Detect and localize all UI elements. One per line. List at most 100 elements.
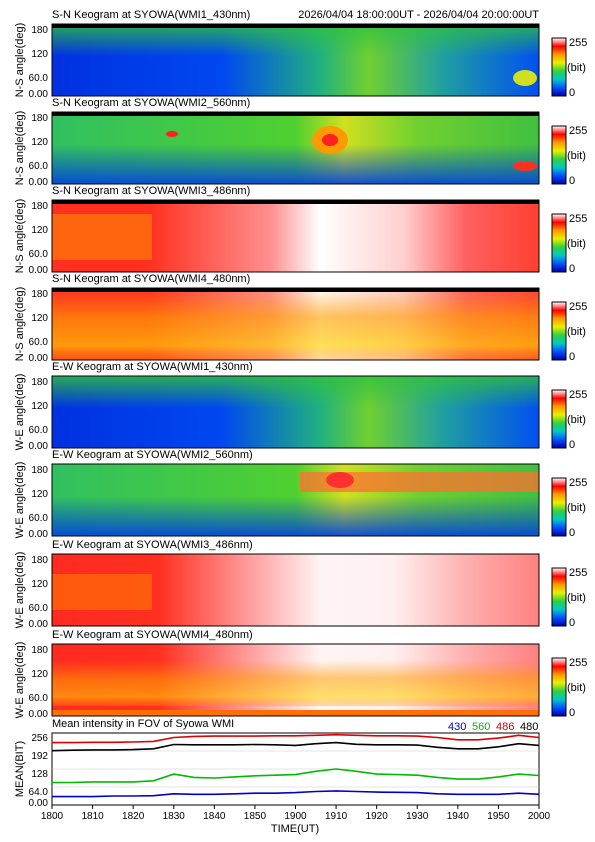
mean-intensity-panel: Mean intensity in FOV of Syowa WMI 430 5…: [14, 718, 540, 809]
y-tick: 0.00: [29, 529, 49, 540]
legend-430: 430: [448, 721, 466, 733]
y-tick: 192: [31, 751, 48, 762]
colorbar: 255 (bit) 0: [551, 567, 587, 629]
panel-title: S-N Keogram at SYOWA(WMI2_560nm): [52, 97, 250, 109]
legend-486: 486: [496, 721, 514, 733]
y-tick: 120: [31, 225, 48, 236]
series-line-430: [52, 790, 540, 798]
legend-480: 480: [520, 721, 538, 733]
y-tick: 60.0: [29, 513, 49, 524]
y-tick: 60.0: [29, 425, 49, 436]
colorbar-unit-label: (bit): [567, 62, 586, 74]
y-tick: 180: [31, 465, 48, 476]
mean-y-ticks: 256 192 128 64.0 0.00: [29, 733, 49, 809]
y-tick: 0.00: [29, 177, 49, 188]
y-tick: 180: [31, 113, 48, 124]
y-tick: 128: [31, 769, 48, 780]
y-ticks: 180 120 60.0 0.00: [29, 555, 49, 630]
y-tick: 0.00: [29, 353, 49, 364]
x-tick-label: 1900: [284, 811, 307, 822]
colorbar-max-label: 255: [569, 301, 587, 313]
y-tick: 256: [31, 733, 48, 744]
y-tick: 180: [31, 201, 48, 212]
y-ticks: 180 120 60.0 0.00: [29, 289, 49, 364]
colorbar-min-label: 0: [569, 263, 575, 275]
y-tick: 0.00: [29, 798, 49, 809]
y-tick: 120: [31, 579, 48, 590]
keogram-image: [52, 554, 539, 626]
keogram-image: [52, 200, 539, 272]
y-ticks: 180 120 60.0 0.00: [29, 465, 49, 540]
colorbar-min-label: 0: [569, 87, 575, 99]
colorbar-unit-label: (bit): [567, 502, 586, 514]
y-axis-label: W-E angle(deg): [14, 552, 26, 629]
x-tick-label: 1930: [406, 811, 429, 822]
y-tick: 120: [31, 401, 48, 412]
keogram-panel-5: E-W Keogram at SYOWA(WMI1_430nm) W-E ang…: [14, 361, 540, 452]
y-tick: 60.0: [29, 603, 49, 614]
y-ticks: 180 120 60.0 0.00: [29, 377, 49, 452]
panel-title: S-N Keogram at SYOWA(WMI4_480nm): [52, 273, 250, 285]
colorbar-gradient: [551, 657, 567, 717]
y-tick: 180: [31, 645, 48, 656]
panel-title: E-W Keogram at SYOWA(WMI4_480nm): [52, 629, 253, 641]
y-tick: 60.0: [29, 73, 49, 84]
colorbar-min-label: 0: [569, 527, 575, 539]
x-tick-label: 1840: [203, 811, 226, 822]
colorbar-min-label: 0: [569, 439, 575, 451]
y-ticks: 180 120 60.0 0.00: [29, 113, 49, 188]
colorbar-gradient: [551, 301, 567, 361]
x-tick-label: 1940: [447, 811, 470, 822]
y-axis-label: N-S angle(deg): [14, 287, 26, 362]
keogram-image: [52, 376, 539, 448]
colorbar: 255 (bit) 0: [551, 389, 587, 451]
colorbar-max-label: 255: [569, 213, 587, 225]
colorbar-unit-label: (bit): [567, 592, 586, 604]
keogram-image: [52, 24, 539, 96]
series-line-560: [52, 768, 540, 784]
y-tick: 60.0: [29, 249, 49, 260]
panel-title: S-N Keogram at SYOWA(WMI3_486nm): [52, 185, 250, 197]
x-tick-label: 1800: [41, 811, 64, 822]
y-axis-label: N-S angle(deg): [14, 111, 26, 186]
colorbar: 255 (bit) 0: [551, 37, 587, 99]
y-tick: 180: [31, 555, 48, 566]
y-tick: 180: [31, 289, 48, 300]
y-tick: 180: [31, 377, 48, 388]
colorbar: 255 (bit) 0: [551, 213, 587, 275]
colorbar-max-label: 255: [569, 125, 587, 137]
colorbar-max-label: 255: [569, 657, 587, 669]
series-line-486: [52, 733, 540, 744]
x-axis-title: TIME(UT): [271, 823, 319, 835]
colorbar-unit-label: (bit): [567, 326, 586, 338]
x-tick-label: 1850: [244, 811, 267, 822]
panel-title: E-W Keogram at SYOWA(WMI1_430nm): [52, 361, 253, 373]
y-tick: 0.00: [29, 89, 49, 100]
x-tick-label: 1920: [366, 811, 389, 822]
mean-legend: 430 560 486 480: [448, 721, 538, 733]
y-ticks: 180 120 60.0 0.00: [29, 25, 49, 100]
y-tick: 64.0: [29, 787, 49, 798]
x-tick-label: 2000: [528, 811, 551, 822]
y-tick: 120: [31, 669, 48, 680]
y-ticks: 180 120 60.0 0.00: [29, 645, 49, 720]
y-axis-label: W-E angle(deg): [14, 642, 26, 719]
keogram-panel-8: E-W Keogram at SYOWA(WMI4_480nm) W-E ang…: [14, 629, 540, 720]
colorbar-gradient: [551, 389, 567, 449]
keogram-image: [52, 112, 539, 184]
y-tick: 120: [31, 489, 48, 500]
y-axis-label: W-E angle(deg): [14, 462, 26, 539]
panel-title: E-W Keogram at SYOWA(WMI2_560nm): [52, 449, 253, 461]
keogram-panel-6: E-W Keogram at SYOWA(WMI2_560nm) W-E ang…: [14, 449, 540, 540]
colorbar-max-label: 255: [569, 567, 587, 579]
keogram-panel-7: E-W Keogram at SYOWA(WMI3_486nm) W-E ang…: [14, 539, 540, 630]
colorbar: 255 (bit) 0: [551, 125, 587, 187]
x-tick-label: 1910: [325, 811, 348, 822]
colorbar-gradient: [551, 477, 567, 537]
keogram-image: [52, 464, 539, 536]
colorbar-max-label: 255: [569, 477, 587, 489]
colorbar-gradient: [551, 37, 567, 97]
colorbar-min-label: 0: [569, 175, 575, 187]
colorbar-min-label: 0: [569, 351, 575, 363]
